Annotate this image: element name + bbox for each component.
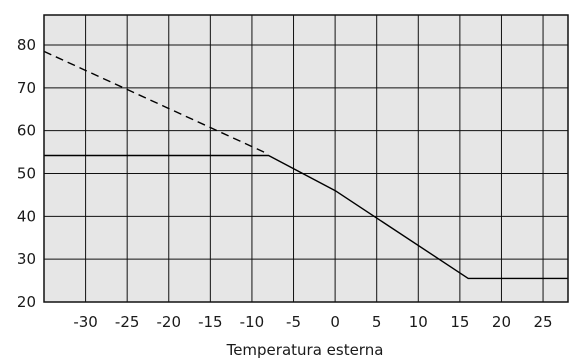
y-tick-labels: 20 30 40 50 60 70 80 bbox=[17, 36, 36, 311]
grid-lines bbox=[44, 15, 568, 302]
y-tick-label: 40 bbox=[17, 207, 36, 225]
y-tick-label: 50 bbox=[17, 164, 36, 182]
x-axis-title: Temperatura esterna bbox=[226, 341, 384, 359]
series-lines bbox=[43, 50, 568, 280]
x-tick-label: -5 bbox=[286, 313, 301, 331]
y-tick-label: 20 bbox=[17, 293, 36, 311]
plot-frame bbox=[43, 14, 569, 303]
x-tick-label: 20 bbox=[492, 313, 511, 331]
y-tick-label: 60 bbox=[17, 122, 36, 140]
x-tick-label: 25 bbox=[534, 313, 553, 331]
x-tick-label: 5 bbox=[372, 313, 382, 331]
series-line-solid bbox=[44, 154, 568, 280]
x-tick-label: -30 bbox=[73, 313, 98, 331]
x-tick-label: 15 bbox=[450, 313, 469, 331]
x-tick-label: -15 bbox=[198, 313, 223, 331]
x-tick-labels: -30 -25 -20 -15 -10 -5 0 5 10 15 20 25 bbox=[73, 313, 552, 331]
series-line-dashed bbox=[43, 50, 269, 155]
y-tick-label: 30 bbox=[17, 250, 36, 268]
y-tick-label: 80 bbox=[17, 36, 36, 54]
x-tick-label: -20 bbox=[157, 313, 182, 331]
x-tick-label: -10 bbox=[240, 313, 265, 331]
y-tick-label: 70 bbox=[17, 79, 36, 97]
x-tick-label: 10 bbox=[409, 313, 428, 331]
plot-background bbox=[44, 15, 568, 302]
x-tick-label: -25 bbox=[115, 313, 140, 331]
x-tick-label: 0 bbox=[330, 313, 340, 331]
